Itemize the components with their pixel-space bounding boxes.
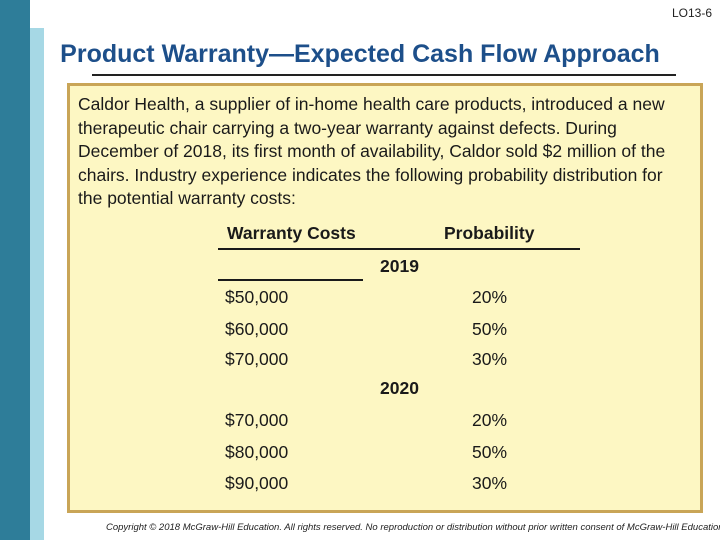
warranty-costs-header: Warranty Costs bbox=[227, 223, 356, 243]
probability-cell: 30% bbox=[472, 349, 508, 369]
cost-cell: $90,000 bbox=[225, 473, 289, 493]
cost-cell: $50,000 bbox=[225, 287, 289, 307]
intro-paragraph: Caldor Health, a supplier of in-home hea… bbox=[78, 94, 666, 208]
title-underline bbox=[92, 74, 676, 76]
probability-header: Probability bbox=[444, 223, 535, 243]
content-box: Caldor Health, a supplier of in-home hea… bbox=[67, 83, 703, 513]
year-label-2020: 2020 bbox=[380, 378, 419, 398]
header-underline bbox=[218, 248, 580, 250]
probability-cell: 30% bbox=[472, 473, 508, 493]
sidebar-bar-light bbox=[30, 28, 44, 540]
cost-cell: $70,000 bbox=[225, 349, 289, 369]
probability-cell: 50% bbox=[472, 442, 508, 462]
copyright-notice: Copyright © 2018 McGraw-Hill Education. … bbox=[106, 522, 720, 533]
sidebar-bar-dark bbox=[0, 0, 30, 540]
cost-cell: $60,000 bbox=[225, 319, 289, 339]
probability-cell: 50% bbox=[472, 319, 508, 339]
cost-cell: $80,000 bbox=[225, 442, 289, 462]
learning-objective-tag: LO13-6 bbox=[671, 6, 712, 20]
probability-cell: 20% bbox=[472, 410, 508, 430]
cost-cell: $70,000 bbox=[225, 410, 289, 430]
slide-title: Product Warranty—Expected Cash Flow Appr… bbox=[60, 40, 660, 68]
probability-cell: 20% bbox=[472, 287, 508, 307]
year-label-2019: 2019 bbox=[380, 256, 419, 276]
year-underline-2019 bbox=[218, 279, 363, 281]
